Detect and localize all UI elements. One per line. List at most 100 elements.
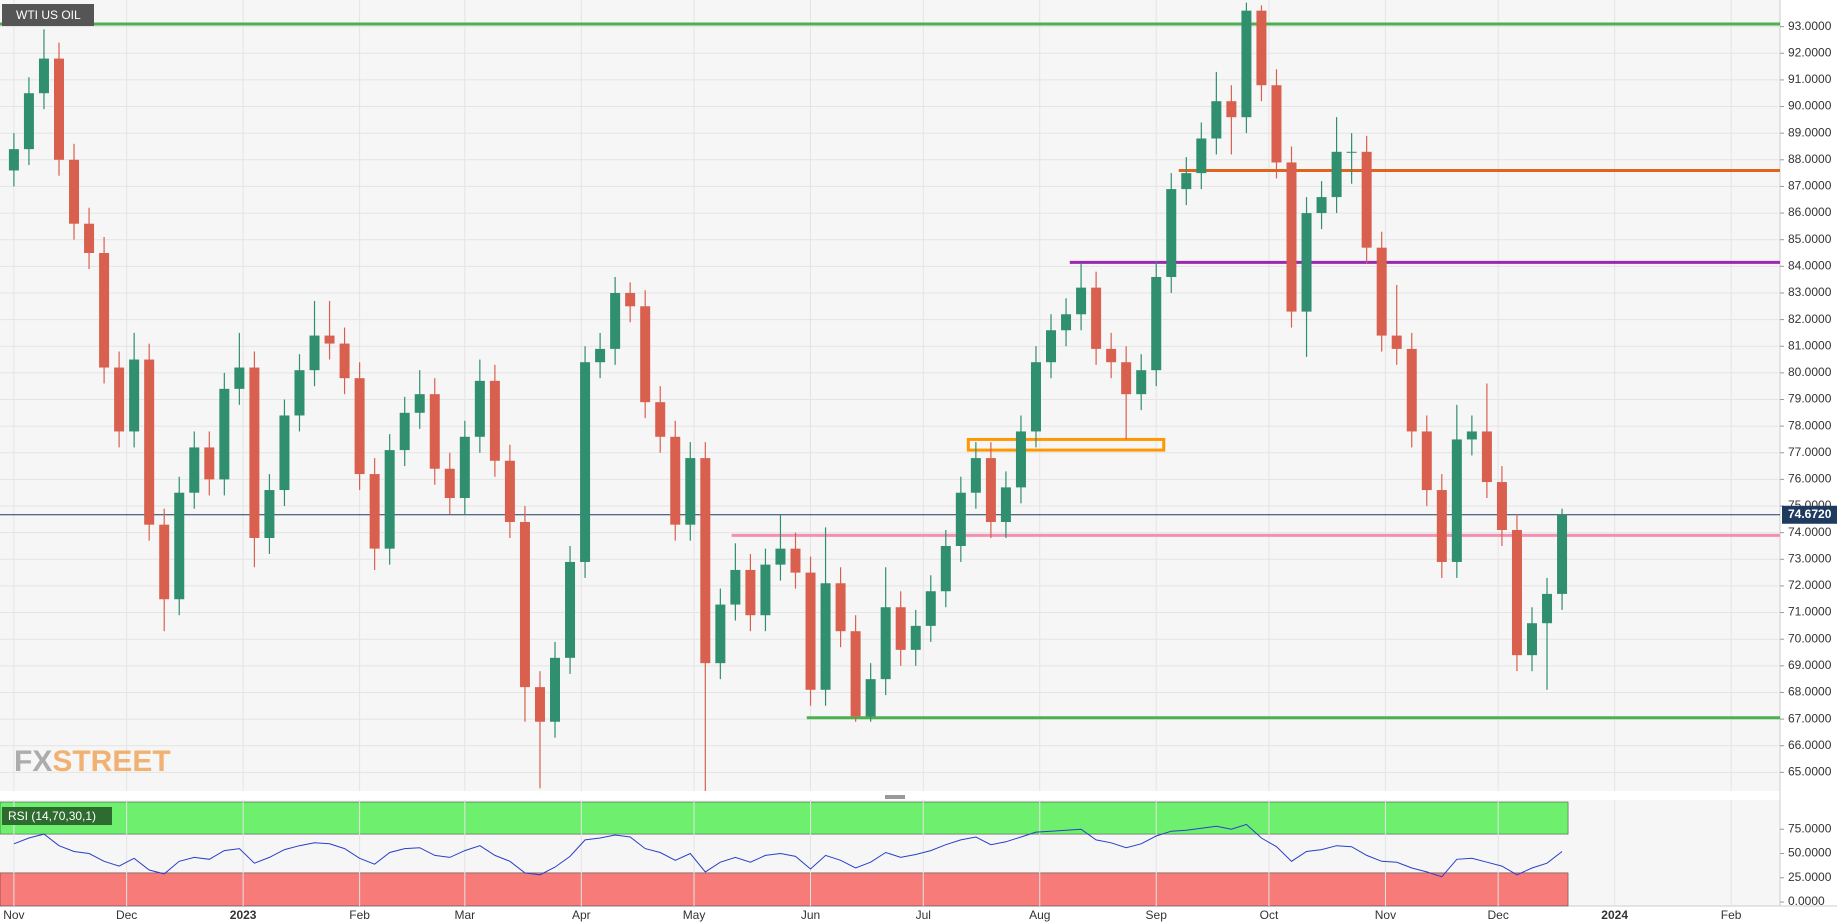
- candle-body: [910, 625, 921, 650]
- candle-body: [1151, 276, 1162, 371]
- candle-body: [489, 380, 500, 461]
- candle-body: [850, 631, 861, 717]
- candle-body: [670, 436, 681, 525]
- candle-body: [1211, 101, 1222, 139]
- y-tick-label: 86.0000: [1788, 205, 1832, 219]
- candle-body: [234, 367, 245, 389]
- candle-body: [655, 402, 666, 437]
- candle-body: [354, 378, 365, 475]
- candle-body: [1526, 623, 1537, 656]
- candle-body: [444, 468, 455, 499]
- candle-body: [970, 458, 981, 493]
- y-tick-label: 72.0000: [1788, 578, 1832, 592]
- candle-body: [249, 367, 260, 538]
- x-tick-label: Mar: [454, 908, 475, 922]
- candle-body: [1076, 287, 1087, 315]
- candle-body: [114, 367, 125, 432]
- x-tick-label: May: [683, 908, 706, 922]
- y-tick-label: 65.0000: [1788, 765, 1832, 779]
- candle-body: [399, 412, 410, 451]
- y-tick-label: 78.0000: [1788, 418, 1832, 432]
- x-tick-label: Sep: [1146, 908, 1168, 922]
- candle-body: [129, 359, 140, 432]
- watermark-part: FX: [14, 745, 52, 778]
- candle-body: [264, 490, 275, 538]
- candle-body: [1015, 431, 1026, 488]
- zone-box: [966, 437, 1166, 452]
- candle-body: [1451, 439, 1462, 562]
- candle-body: [474, 380, 485, 437]
- candle-body: [550, 657, 561, 722]
- y-tick-label: 80.0000: [1788, 365, 1832, 379]
- candle-body: [369, 474, 380, 549]
- y-tick-label: 81.0000: [1788, 338, 1832, 352]
- y-tick-label: 92.0000: [1788, 45, 1832, 59]
- candle-body: [1406, 348, 1417, 432]
- candle-body: [955, 492, 966, 546]
- x-tick-label: Apr: [572, 908, 591, 922]
- rsi-tick-label: 75.0000: [1788, 821, 1832, 835]
- candle-body: [685, 458, 696, 525]
- rsi-overbought-zone: [0, 801, 1569, 835]
- x-tick-label: 2023: [230, 908, 257, 922]
- candle-body: [8, 149, 19, 171]
- rsi-line: [13, 823, 1563, 878]
- candle-body: [339, 343, 350, 379]
- candle-body: [880, 607, 891, 680]
- rsi-label-box: [2, 807, 112, 825]
- candle-body: [865, 679, 876, 717]
- y-tick-label: 88.0000: [1788, 152, 1832, 166]
- candle-body: [1061, 314, 1072, 331]
- candle-body: [1181, 173, 1192, 190]
- candle-body: [1106, 348, 1117, 363]
- candle-body: [1256, 10, 1267, 86]
- candle-body: [279, 415, 290, 491]
- panel-resize-handle[interactable]: [885, 795, 905, 799]
- candle-body: [1301, 213, 1312, 312]
- candle-body: [84, 223, 95, 254]
- y-tick-label: 91.0000: [1788, 72, 1832, 86]
- candle-body: [730, 569, 741, 605]
- candle-body: [775, 548, 786, 565]
- candle-body: [534, 687, 545, 722]
- candle-body: [1376, 247, 1387, 336]
- y-tick-label: 69.0000: [1788, 658, 1832, 672]
- price-badge-label: 74.6720: [1788, 507, 1832, 521]
- candle-body: [1046, 330, 1057, 363]
- candle-body: [1000, 487, 1011, 523]
- candle-body: [745, 569, 756, 616]
- chart-title: WTI US OIL: [16, 8, 81, 22]
- x-tick-label: Dec: [116, 908, 137, 922]
- y-tick-label: 93.0000: [1788, 19, 1832, 33]
- x-tick-label: Jul: [916, 908, 931, 922]
- candle-body: [1421, 431, 1432, 491]
- y-tick-label: 82.0000: [1788, 312, 1832, 326]
- candle-body: [309, 335, 320, 371]
- candle-body: [700, 458, 711, 664]
- y-tick-label: 77.0000: [1788, 445, 1832, 459]
- y-tick-label: 79.0000: [1788, 392, 1832, 406]
- rsi-tick-label: 0.0000: [1788, 894, 1825, 908]
- candle-body: [1542, 593, 1553, 624]
- candle-body: [1496, 482, 1507, 530]
- candle-body: [610, 292, 621, 349]
- candle-body: [219, 388, 230, 480]
- candle-body: [715, 604, 726, 664]
- y-tick-label: 87.0000: [1788, 179, 1832, 193]
- price-badge: [1782, 505, 1837, 524]
- y-tick-label: 74.0000: [1788, 525, 1832, 539]
- watermark: FXSTREET: [14, 745, 171, 778]
- x-tick-label: Feb: [1721, 908, 1742, 922]
- rsi-oversold-zone: [0, 872, 1569, 907]
- x-tick-label: Aug: [1029, 908, 1050, 922]
- candle-body: [1466, 431, 1477, 440]
- candle-body: [565, 561, 576, 658]
- rsi-tick-label: 50.0000: [1788, 846, 1832, 860]
- title-box: [2, 4, 94, 26]
- candle-body: [1391, 335, 1402, 349]
- candle-body: [204, 447, 215, 480]
- candle-body: [189, 447, 200, 493]
- y-tick-label: 83.0000: [1788, 285, 1832, 299]
- candle-body: [1136, 370, 1147, 395]
